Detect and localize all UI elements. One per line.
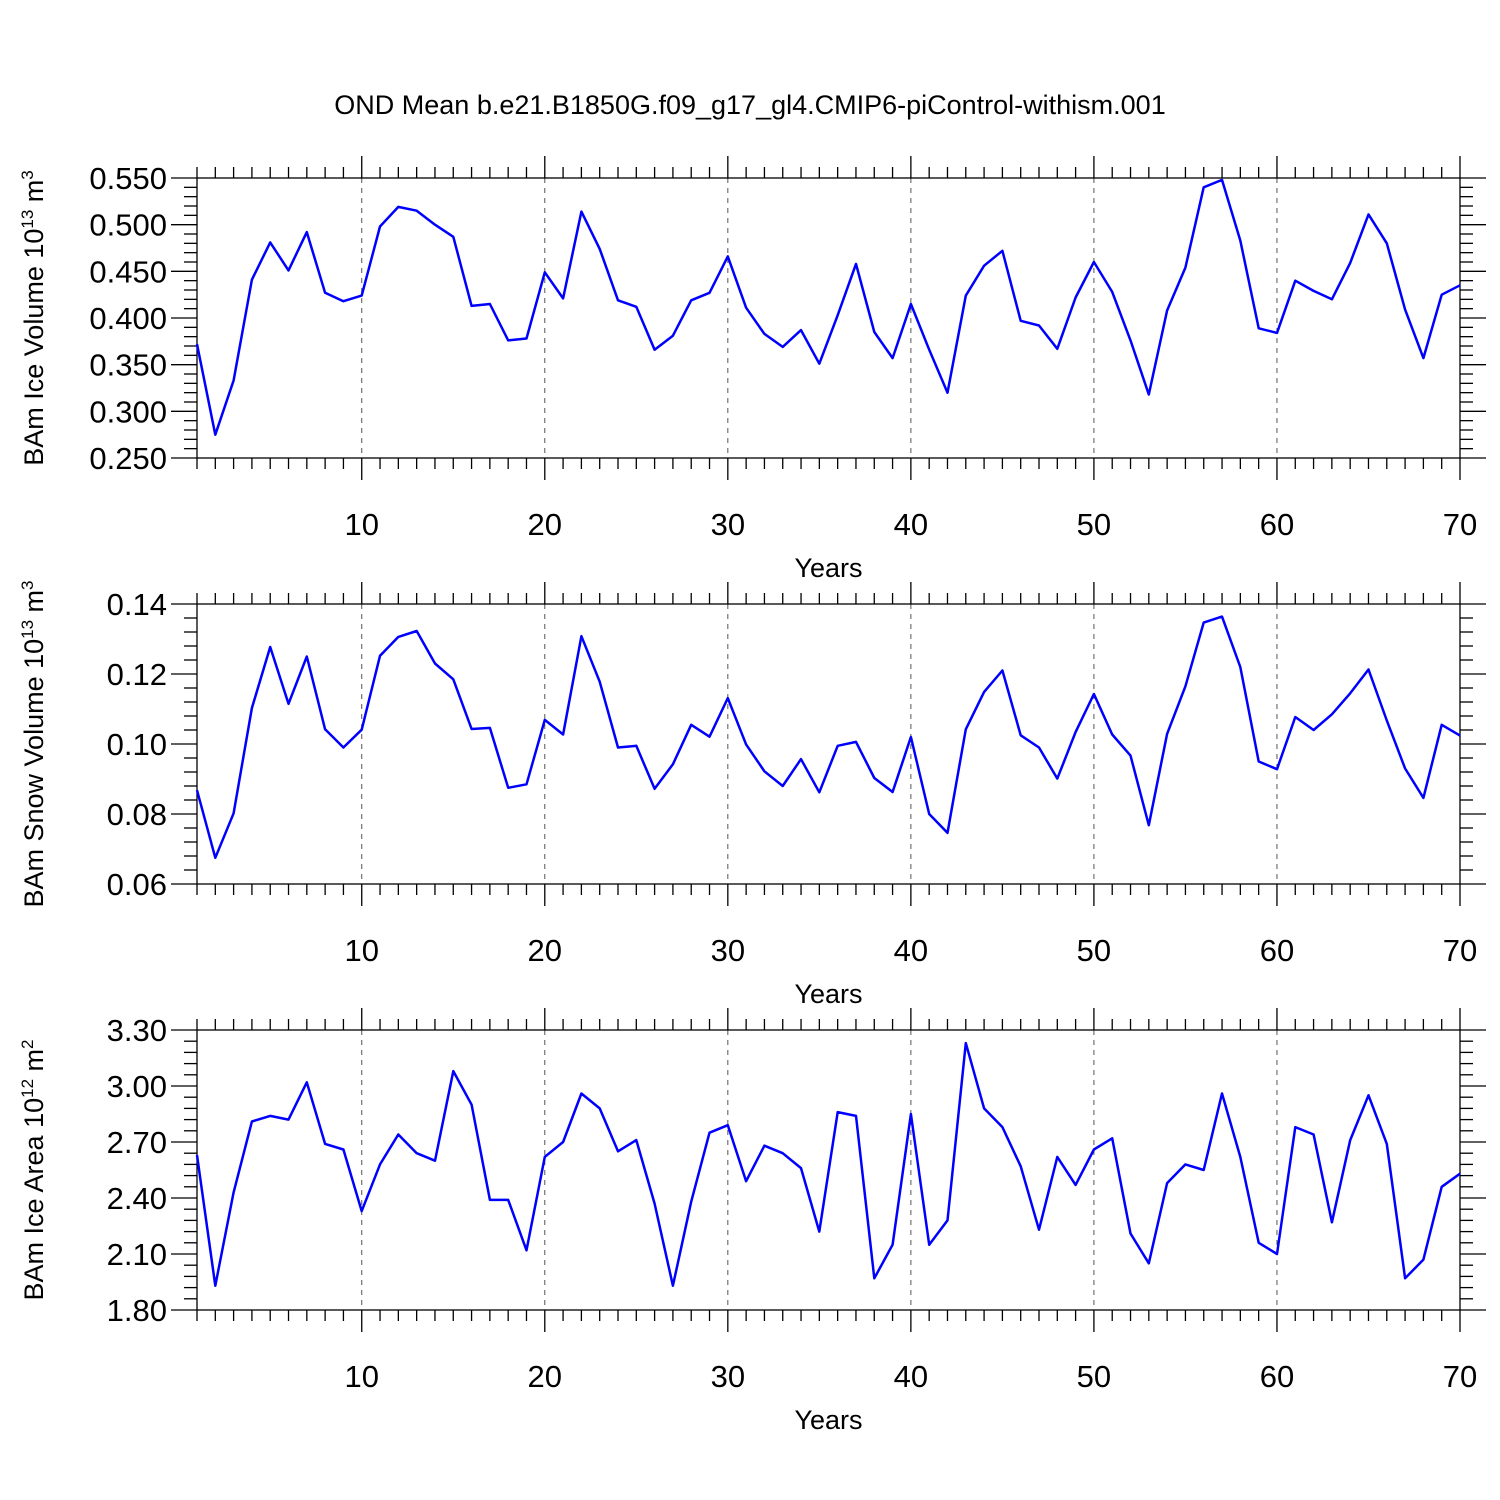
- x-tick-label-60: 60: [1260, 507, 1294, 542]
- x-tick-label-60: 60: [1260, 933, 1294, 968]
- x-tick-label-70: 70: [1443, 933, 1477, 968]
- y-tick-label-0: 0.06: [107, 867, 167, 902]
- x-tick-label-30: 30: [711, 933, 745, 968]
- y-tick-label-4: 0.14: [107, 587, 167, 622]
- panels: 0.250 0.300 0.350 0.400 0.450 0.500 0.550 10 20 3…: [18, 156, 1486, 1435]
- x-tick-label-50: 50: [1077, 507, 1111, 542]
- y-tick-label-1: 0.300: [89, 394, 167, 429]
- y-tick-label-6: 0.550: [89, 161, 167, 196]
- x-tick-label-10: 10: [344, 1359, 378, 1394]
- x-tick-label-40: 40: [894, 1359, 928, 1394]
- x-tick-label-30: 30: [711, 507, 745, 542]
- x-tick-label-20: 20: [528, 1359, 562, 1394]
- series-line-bam-snow-volume: [195, 615, 1461, 860]
- y-tick-label-0: 0.250: [89, 441, 167, 476]
- y-tick-label-2: 2.40: [107, 1181, 167, 1216]
- series-line-bam-ice-volume: [195, 178, 1461, 436]
- chart-panel-2: 0.06 0.08 0.10 0.12 0.14 10 20 30 40 50 60 70 Years B…: [18, 580, 1486, 1009]
- x-axis-label: Years: [794, 979, 862, 1009]
- y-tick-label-1: 0.08: [107, 797, 167, 832]
- y-axis-label: BAm Ice Area 1012 m2: [18, 1040, 49, 1301]
- chart-panel-3: 1.80 2.10 2.40 2.70 3.00 3.30 10 20 30 40 50 60 70 Ye…: [18, 1008, 1486, 1435]
- y-tick-label-2: 0.350: [89, 348, 167, 383]
- y-tick-label-4: 3.00: [107, 1069, 167, 1104]
- plot-frame: [196, 1029, 1461, 1311]
- plot-frame: [196, 603, 1461, 885]
- x-tick-label-20: 20: [528, 933, 562, 968]
- x-tick-label-30: 30: [711, 1359, 745, 1394]
- x-tick-label-40: 40: [894, 507, 928, 542]
- y-tick-label-4: 0.450: [89, 254, 167, 289]
- x-axis-label: Years: [794, 553, 862, 583]
- chart-panel-1: 0.250 0.300 0.350 0.400 0.450 0.500 0.550 10 20 3…: [18, 156, 1486, 583]
- y-tick-label-5: 3.30: [107, 1013, 167, 1048]
- y-axis-label: BAm Ice Volume 1013 m3: [18, 170, 49, 466]
- x-tick-label-10: 10: [344, 507, 378, 542]
- figure-title: OND Mean b.e21.B1850G.f09_g17_gl4.CMIP6-…: [334, 90, 1165, 120]
- y-tick-label-5: 0.500: [89, 208, 167, 243]
- y-tick-label-2: 0.10: [107, 727, 167, 762]
- x-tick-label-50: 50: [1077, 933, 1111, 968]
- plot-frame: [196, 177, 1461, 459]
- x-tick-label-50: 50: [1077, 1359, 1111, 1394]
- series-line-bam-ice-area: [195, 1041, 1461, 1287]
- y-axis-label: BAm Snow Volume 1013 m3: [18, 580, 49, 907]
- x-tick-label-70: 70: [1443, 507, 1477, 542]
- y-tick-label-1: 2.10: [107, 1237, 167, 1272]
- x-tick-label-20: 20: [528, 507, 562, 542]
- y-tick-label-3: 2.70: [107, 1125, 167, 1160]
- x-tick-label-60: 60: [1260, 1359, 1294, 1394]
- y-tick-label-0: 1.80: [107, 1293, 167, 1328]
- x-tick-label-40: 40: [894, 933, 928, 968]
- x-tick-label-10: 10: [344, 933, 378, 968]
- x-axis-label: Years: [794, 1405, 862, 1435]
- y-tick-label-3: 0.400: [89, 301, 167, 336]
- x-tick-label-70: 70: [1443, 1359, 1477, 1394]
- y-tick-label-3: 0.12: [107, 657, 167, 692]
